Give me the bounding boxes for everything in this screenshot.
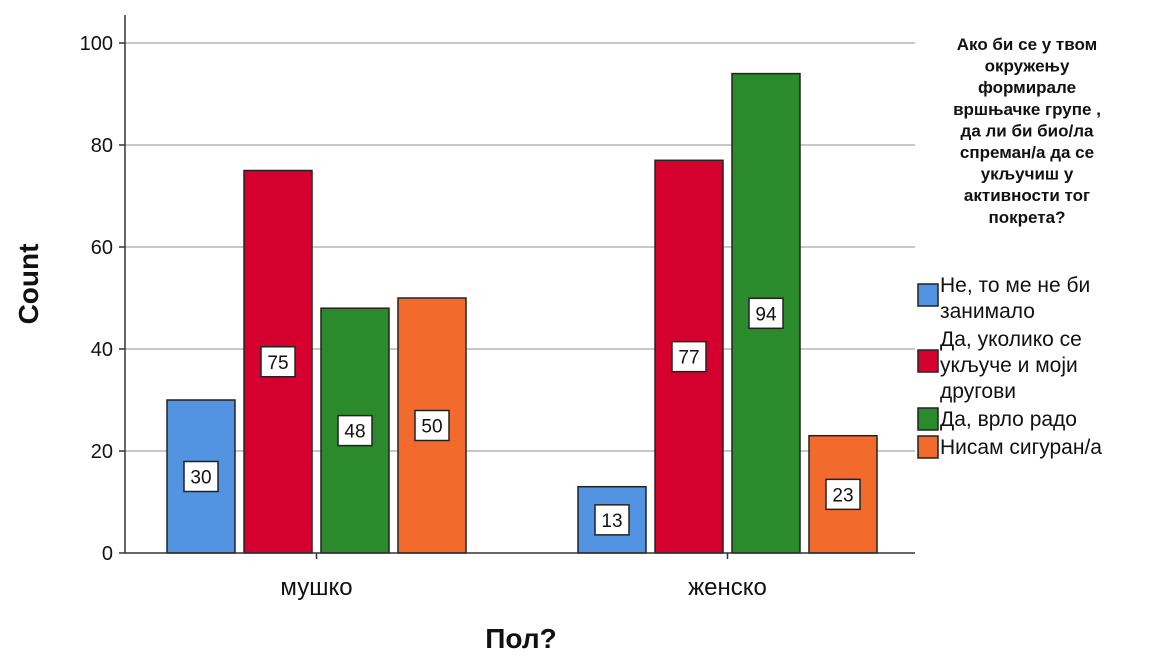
bars	[166, 72, 878, 554]
data-label-box	[337, 414, 373, 447]
legend-label: Да, врло радо	[940, 408, 1077, 431]
data-label: 48	[344, 422, 365, 443]
x-axis-title: Пол?	[485, 623, 556, 654]
legend-label: другови	[940, 380, 1016, 403]
legend-item: Да, уколико се укључе и моји другови	[917, 328, 1082, 403]
legend-swatch	[917, 435, 939, 459]
legend-item: Да, врло радо	[917, 407, 1077, 431]
data-label-box	[748, 297, 784, 330]
data-label: 77	[678, 348, 699, 369]
legend: Не, то ме не би занимало Да, уколико се укљ…	[917, 274, 1102, 459]
y-tick-label: 100	[80, 33, 113, 55]
data-label-box	[594, 504, 630, 536]
legend-label: укључе и моји	[940, 354, 1078, 377]
data-label: 94	[755, 304, 777, 325]
y-tick-label: 80	[91, 135, 113, 157]
legend-title-line: вршњачке групе ,	[953, 100, 1101, 119]
y-tick-label: 0	[102, 543, 113, 565]
data-label: 23	[832, 485, 853, 506]
legend-swatch	[917, 407, 939, 431]
legend-label: Нисам сигуран/а	[940, 436, 1102, 459]
legend-title-line: укључиш у	[981, 165, 1074, 184]
y-axis-title: Count	[13, 244, 44, 325]
legend-title-line: покрета?	[989, 208, 1066, 227]
category-label: женско	[688, 574, 767, 601]
legend-label: занимало	[940, 300, 1035, 323]
legend-title-line: формирале	[978, 78, 1076, 97]
legend-swatch	[917, 283, 939, 307]
y-tick-label: 20	[91, 441, 113, 463]
legend-title-line: спреман/а да се	[960, 143, 1094, 162]
data-label: 75	[267, 353, 288, 374]
legend-title-line: Ако би се у твом	[957, 35, 1097, 54]
y-tick-labels: 0 20 40 60 80 100	[80, 33, 125, 565]
legend-title-line: окружењу	[985, 57, 1070, 76]
data-label: 50	[421, 417, 442, 438]
y-tick-label: 40	[91, 339, 113, 361]
axes	[124, 15, 915, 554]
legend-label: Да, уколико се	[940, 328, 1082, 351]
legend-item: Не, то ме не би занимало	[917, 274, 1090, 323]
legend-item: Нисам сигуран/а	[917, 435, 1102, 459]
data-label-box	[671, 340, 707, 373]
category-label: мушко	[280, 574, 352, 601]
data-label-box	[183, 460, 219, 493]
data-labels: 30 75 48 50 13 77 94 23	[183, 297, 861, 536]
y-tick-label: 60	[91, 237, 113, 259]
data-label-box	[260, 346, 296, 378]
legend-title: Ако би се у твом окружењу формирале вршњачк…	[953, 35, 1101, 227]
legend-title-line: да ли би био/ла	[961, 121, 1094, 140]
data-label-box	[414, 409, 450, 442]
data-label: 30	[190, 468, 211, 489]
data-label-box	[825, 478, 861, 511]
legend-title-line: активности тог	[964, 186, 1090, 205]
data-label: 13	[601, 511, 622, 532]
legend-label: Не, то ме не би	[940, 274, 1090, 297]
legend-swatch	[917, 349, 939, 373]
x-tick-labels: мушко женско	[280, 553, 767, 601]
